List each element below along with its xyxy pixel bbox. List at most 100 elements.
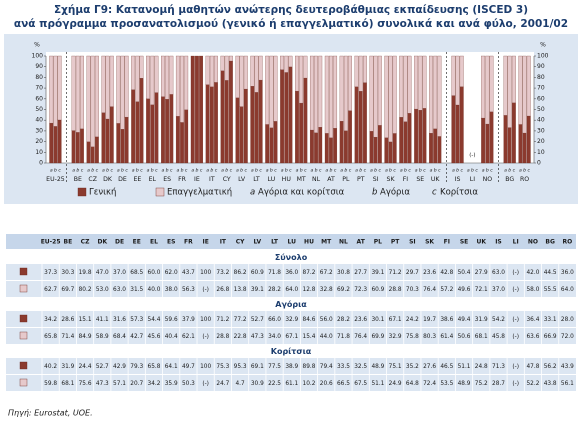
bar-segment — [205, 84, 210, 164]
bar-segment — [154, 92, 159, 164]
bar-segment — [503, 115, 508, 164]
table-cell: 39.1 — [371, 270, 384, 276]
table-cell: 61.4 — [440, 334, 453, 340]
table-cell: 50.6 — [458, 334, 471, 340]
table-cell: 77.5 — [268, 364, 281, 370]
chart-title: ανά πρόγραμμα προσανατολισμού (γενικό ή … — [14, 18, 568, 30]
table-cell: 64.0 — [285, 287, 298, 293]
table-cell: 50.3 — [182, 381, 195, 387]
bar-segment — [309, 55, 314, 131]
bar-letter: b — [225, 168, 228, 174]
y-tick-label: 80 — [537, 74, 545, 81]
bar-segment — [485, 123, 490, 164]
bar-letter: a — [221, 169, 224, 174]
bar-letter: a — [251, 169, 254, 174]
table-cell: 44.0 — [320, 334, 333, 340]
table-header: DK — [97, 239, 107, 246]
bar-segment — [109, 55, 114, 107]
bar-segment — [239, 55, 244, 107]
bar-segment — [80, 55, 84, 129]
section-label: Κορίτσια — [271, 346, 312, 356]
bar-segment — [165, 99, 170, 164]
table-cell: 32.5 — [354, 364, 367, 370]
bar-segment — [235, 97, 240, 164]
table-cell: 76.4 — [423, 287, 436, 293]
bar-letter: c — [319, 169, 322, 174]
bar-segment — [131, 89, 136, 164]
bar-segment — [403, 55, 408, 122]
table-cell: 32.8 — [320, 287, 333, 293]
bar-letter: b — [106, 168, 109, 174]
bar-letter: a — [87, 169, 90, 174]
source-note: Πηγή: Eurostat, UOE. — [8, 409, 93, 418]
table-header: SI — [409, 239, 416, 246]
bar-segment — [362, 55, 367, 83]
bar-segment — [369, 55, 374, 132]
bar-segment — [209, 55, 214, 87]
x-tick-label: EU-25 — [46, 176, 65, 183]
bar-segment — [455, 55, 460, 106]
bar-segment — [124, 116, 129, 164]
bar-letter: a — [102, 169, 105, 174]
x-tick-label: BG — [505, 176, 514, 183]
bar-letter: b — [210, 168, 213, 174]
bar-segment — [414, 108, 419, 164]
bar-letter: c — [304, 169, 307, 174]
x-tick-label: HU — [282, 176, 291, 183]
table-header: FR — [184, 239, 193, 246]
table-cell: 37.9 — [182, 317, 195, 323]
bar-segment — [437, 136, 442, 164]
bar-segment — [384, 137, 389, 164]
bar-letter: a — [467, 169, 470, 174]
bar-segment — [154, 55, 159, 93]
bar-letter: c — [155, 169, 158, 174]
table-row — [6, 328, 576, 344]
section-row — [6, 251, 576, 263]
bar-segment — [175, 116, 180, 164]
bar-segment — [71, 130, 76, 164]
table-cell: 43.9 — [561, 364, 574, 370]
table-cell: 19.7 — [423, 317, 436, 323]
table-header: NL — [339, 239, 348, 246]
bar-letter: b — [456, 168, 459, 174]
bar-segment — [437, 55, 442, 137]
bar-segment — [489, 55, 494, 112]
table-header: SK — [425, 239, 434, 246]
y-tick-label: 20 — [537, 138, 545, 145]
table-cell: 65.8 — [148, 364, 161, 370]
table-cell: 42.7 — [130, 334, 143, 340]
table-cell: 69.1 — [251, 364, 264, 370]
x-tick-label: IS — [455, 176, 461, 183]
table-cell: 20.6 — [320, 381, 333, 387]
bar-segment — [165, 55, 170, 100]
x-tick-label: PL — [342, 176, 350, 183]
legend-label: Αγόρια και κορίτσια — [258, 187, 345, 198]
table-cell: 57.2 — [440, 287, 453, 293]
table-cell: 64.8 — [406, 381, 419, 387]
table-cell: 76.4 — [354, 334, 367, 340]
bar-segment — [280, 55, 285, 70]
table-cell: 59.6 — [165, 317, 178, 323]
table-cell: 23.6 — [354, 317, 367, 323]
bar-segment — [422, 108, 427, 164]
bar-segment — [354, 55, 359, 87]
y-tick-label: 40 — [35, 117, 43, 124]
bar-segment — [324, 55, 329, 134]
table-cell: 62.0 — [165, 270, 178, 276]
bar-segment — [239, 106, 244, 164]
bar-letter: b — [270, 168, 273, 174]
table-cell: 75.1 — [389, 364, 402, 370]
bar-letter: a — [482, 169, 485, 174]
bar-letter: b — [255, 168, 258, 174]
legend-label: Αγόρια — [380, 187, 410, 198]
table-row — [6, 281, 576, 297]
bar-segment — [455, 104, 460, 164]
bar-segment — [94, 55, 99, 138]
table-cell: 95.3 — [234, 364, 247, 370]
bar-segment — [388, 55, 393, 143]
bar-letter: a — [452, 169, 455, 174]
bar-segment — [343, 55, 348, 131]
table-cell: 54.4 — [148, 317, 161, 323]
bar-letter: a — [310, 169, 313, 174]
bar-segment — [429, 55, 433, 134]
